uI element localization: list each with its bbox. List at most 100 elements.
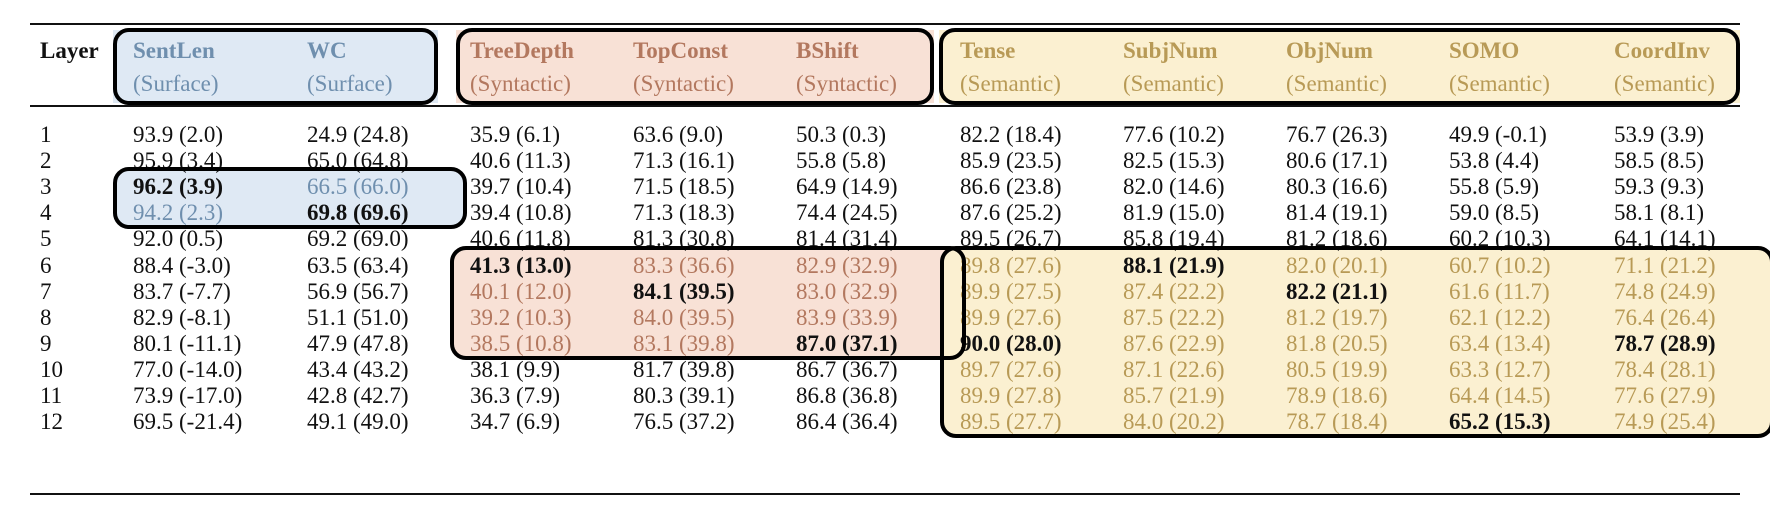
score-cell: 51.1 (51.0): [307, 304, 409, 330]
score-cell: 89.5 (27.7): [960, 409, 1062, 435]
score-cell: 86.8 (36.8): [796, 383, 898, 408]
score-cell: 77.6 (10.2): [1123, 122, 1225, 147]
column-header-treedepth: TreeDepth: [470, 38, 574, 63]
score-cell: 49.9 (-0.1): [1449, 122, 1547, 147]
score-cell: 82.9 (-8.1): [133, 304, 231, 330]
score-cell: 50.3 (0.3): [796, 122, 887, 147]
score-cell: 69.5 (-21.4): [133, 409, 243, 435]
score-cell: 24.9 (24.8): [307, 122, 409, 147]
score-cell: 82.9 (32.9): [796, 252, 898, 278]
score-cell: 94.2 (2.3): [133, 200, 224, 226]
column-header-topconst: TopConst: [633, 38, 729, 63]
best-score-cell: 69.8 (69.6): [307, 200, 409, 226]
score-cell: 92.0 (0.5): [133, 226, 224, 252]
score-cell: 64.4 (14.5): [1449, 383, 1551, 408]
score-cell: 84.0 (39.5): [633, 304, 735, 330]
layer-number: 1: [40, 122, 52, 147]
score-cell: 71.1 (21.2): [1614, 252, 1716, 278]
score-cell: 76.7 (26.3): [1286, 122, 1388, 147]
score-cell: 87.4 (22.2): [1123, 278, 1225, 304]
score-cell: 39.4 (10.8): [470, 200, 572, 226]
column-type-subjnum: (Semantic): [1123, 71, 1224, 96]
score-cell: 80.1 (-11.1): [133, 330, 242, 356]
best-score-cell: 82.2 (21.1): [1286, 278, 1388, 304]
score-cell: 77.0 (-14.0): [133, 356, 243, 382]
score-cell: 76.5 (37.2): [633, 409, 735, 435]
column-type-topconst: (Syntactic): [633, 71, 734, 96]
score-cell: 71.3 (18.3): [633, 200, 735, 226]
score-cell: 34.7 (6.9): [470, 409, 561, 435]
score-cell: 87.1 (22.6): [1123, 356, 1225, 382]
score-cell: 59.0 (8.5): [1449, 200, 1540, 226]
score-cell: 81.7 (39.8): [633, 356, 735, 382]
column-header-coordinv: CoordInv: [1614, 38, 1710, 63]
score-cell: 39.2 (10.3): [470, 304, 572, 330]
column-header-wc: WC: [307, 38, 347, 63]
score-cell: 82.0 (20.1): [1286, 252, 1388, 278]
score-cell: 63.5 (63.4): [307, 252, 409, 278]
header-shade-surface: [113, 30, 438, 103]
header-rule: [30, 105, 1740, 107]
score-cell: 53.8 (4.4): [1449, 148, 1540, 174]
score-cell: 81.4 (19.1): [1286, 200, 1388, 226]
layer-number: 10: [40, 356, 63, 382]
score-cell: 42.8 (42.7): [307, 383, 409, 408]
score-cell: 62.1 (12.2): [1449, 304, 1551, 330]
score-cell: 78.7 (18.4): [1286, 409, 1388, 435]
score-cell: 66.5 (66.0): [307, 174, 409, 200]
score-cell: 83.1 (39.8): [633, 330, 735, 356]
score-cell: 89.9 (27.5): [960, 278, 1062, 304]
score-cell: 89.9 (27.6): [960, 304, 1062, 330]
score-cell: 85.9 (23.5): [960, 148, 1062, 174]
score-cell: 69.2 (69.0): [307, 226, 409, 252]
score-cell: 47.9 (47.8): [307, 330, 409, 356]
score-cell: 80.3 (39.1): [633, 383, 735, 408]
column-type-sentlen: (Surface): [133, 71, 219, 96]
score-cell: 56.9 (56.7): [307, 278, 409, 304]
header-shade-syntactic: [456, 30, 934, 103]
column-header-somo: SOMO: [1449, 38, 1520, 63]
layer-number: 11: [40, 383, 63, 408]
layer-number: 7: [40, 278, 52, 304]
region-shade-syntactic: [450, 245, 966, 360]
column-type-wc: (Surface): [307, 71, 393, 96]
column-header-sentlen: SentLen: [133, 38, 215, 63]
score-cell: 83.9 (33.9): [796, 304, 898, 330]
score-cell: 63.4 (13.4): [1449, 330, 1551, 356]
score-cell: 78.4 (28.1): [1614, 356, 1716, 382]
best-score-cell: 96.2 (3.9): [133, 174, 224, 200]
score-cell: 43.4 (43.2): [307, 356, 409, 382]
score-cell: 58.5 (8.5): [1614, 148, 1705, 174]
score-cell: 81.2 (19.7): [1286, 304, 1388, 330]
column-type-coordinv: (Semantic): [1614, 71, 1715, 96]
region-outline-syntactic: [450, 245, 966, 360]
region-shade-semantic: [940, 245, 1770, 439]
column-header-bshift: BShift: [796, 38, 859, 63]
score-cell: 77.6 (27.9): [1614, 383, 1716, 408]
score-cell: 63.6 (9.0): [633, 122, 724, 147]
column-header-tense: Tense: [960, 38, 1016, 63]
score-cell: 80.3 (16.6): [1286, 174, 1388, 200]
score-cell: 87.6 (25.2): [960, 200, 1062, 226]
score-cell: 83.3 (36.6): [633, 252, 735, 278]
score-cell: 87.5 (22.2): [1123, 304, 1225, 330]
score-cell: 82.2 (18.4): [960, 122, 1062, 147]
best-score-cell: 88.1 (21.9): [1123, 252, 1225, 278]
layer-number: 4: [40, 200, 52, 226]
score-cell: 80.5 (19.9): [1286, 356, 1388, 382]
score-cell: 73.9 (-17.0): [133, 383, 243, 408]
score-cell: 80.6 (17.1): [1286, 148, 1388, 174]
score-cell: 93.9 (2.0): [133, 122, 224, 147]
region-shade-surface: [113, 167, 467, 230]
score-cell: 81.8 (20.5): [1286, 330, 1388, 356]
score-cell: 59.3 (9.3): [1614, 174, 1705, 200]
layer-number: 8: [40, 304, 52, 330]
score-cell: 64.9 (14.9): [796, 174, 898, 200]
score-cell: 82.5 (15.3): [1123, 148, 1225, 174]
score-cell: 49.1 (49.0): [307, 409, 409, 435]
score-cell: 89.7 (27.6): [960, 356, 1062, 382]
layer-number: 12: [40, 409, 63, 435]
score-cell: 83.0 (32.9): [796, 278, 898, 304]
header-shade-semantic: [939, 30, 1740, 103]
